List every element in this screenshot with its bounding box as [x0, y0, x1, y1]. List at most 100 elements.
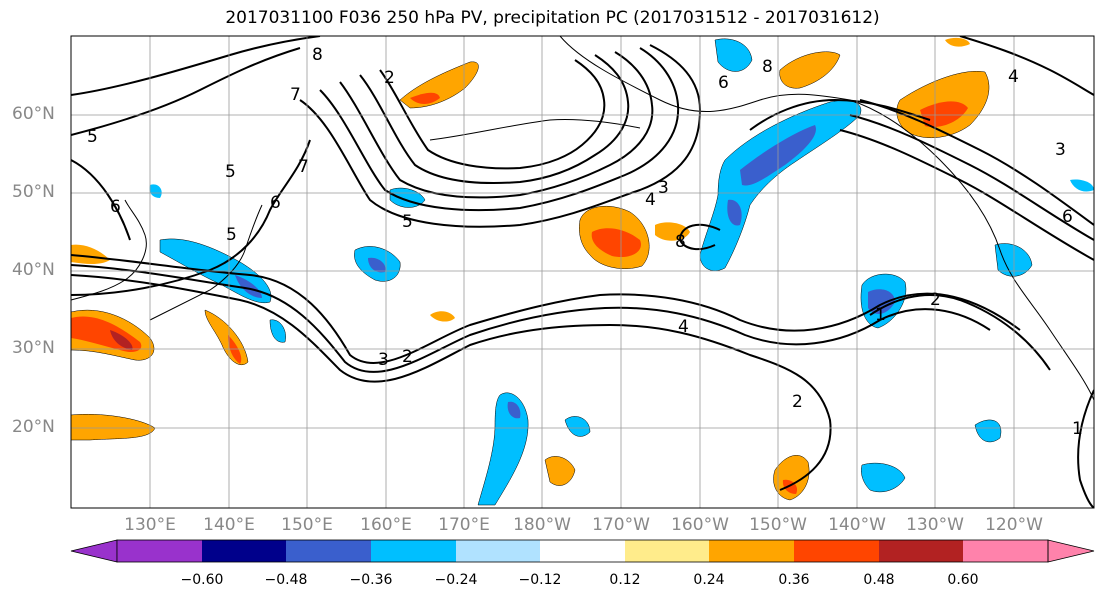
colorbar-bin — [709, 540, 794, 562]
precip-positive-small-1 — [544, 456, 576, 486]
contour-label: 5 — [402, 212, 413, 232]
contour-label: 8 — [312, 45, 323, 65]
colorbar-outline — [116, 539, 1049, 563]
pv-contour — [959, 36, 1094, 96]
colorbar-tick-label: −0.36 — [349, 572, 393, 588]
contour-label: 5 — [225, 162, 236, 182]
lat-label: 30°N — [12, 338, 55, 358]
contour-label: 6 — [718, 73, 729, 93]
lon-label: 160°E — [360, 515, 412, 535]
coastlines — [71, 36, 1094, 401]
colorbar-bin — [371, 540, 456, 562]
pv-contour — [71, 264, 991, 373]
contour-label: 3 — [658, 178, 669, 198]
contour-label: 6 — [1062, 207, 1073, 227]
pv-contour — [839, 129, 1094, 261]
colorbar-tick-label: 0.12 — [609, 572, 641, 588]
contour-label: 5 — [87, 127, 98, 147]
graticule — [71, 36, 1094, 508]
pv-contour — [319, 47, 680, 212]
pv-contour — [849, 114, 1094, 241]
contour-label: 3 — [378, 350, 389, 370]
lat-label: 20°N — [12, 417, 55, 437]
pv-contour — [71, 159, 131, 241]
figure-title: 2017031100 F036 250 hPa PV, precipitatio… — [225, 8, 880, 28]
precip-negative-pnw-band — [699, 100, 862, 271]
lat-label: 50°N — [12, 182, 55, 202]
contour-label: 1 — [875, 305, 886, 325]
precip-positive-west-40n — [71, 244, 110, 264]
colorbar-bin — [625, 540, 709, 562]
contour-label: 2 — [930, 290, 941, 310]
contour-label: 6 — [270, 193, 281, 213]
precip-positive-shikoku-core — [228, 335, 242, 364]
lon-label: 140°E — [203, 515, 255, 535]
contour-label: 3 — [1055, 140, 1066, 160]
contour-label: 7 — [290, 85, 301, 105]
pv-contour — [1077, 389, 1094, 508]
lon-label: 120°W — [985, 515, 1043, 535]
precip-positive-central-core — [591, 228, 641, 258]
lon-label: 130°W — [906, 515, 964, 535]
coastline-aleutians — [429, 118, 641, 141]
colorbar-bin — [879, 540, 963, 562]
precip-positive-bc-core — [920, 101, 968, 128]
pv-contour — [71, 47, 301, 136]
colorbar-extend-low — [70, 539, 118, 563]
pv-contour — [678, 223, 721, 251]
pv-contours — [71, 36, 1094, 508]
lon-label: 180°W — [513, 515, 571, 535]
contour-label: 8 — [675, 232, 686, 252]
colorbar-bin — [963, 540, 1048, 562]
pv-contour — [859, 99, 1094, 226]
precip-negative-tropical — [477, 392, 529, 506]
pv-contour — [71, 274, 832, 491]
lat-label: 40°N — [12, 260, 55, 280]
colorbar-bin — [456, 540, 540, 562]
colorbar-tick-label: −0.48 — [264, 572, 308, 588]
colorbar-tick-label: 0.48 — [863, 572, 895, 588]
precip-positive-japan-inner — [110, 330, 133, 350]
coastline-korea-china — [71, 199, 147, 301]
colorbar-tick-label: 0.36 — [778, 572, 810, 588]
contour-labels: 8 7 2 7 6 5 5 6 5 4 3 8 6 8 4 2 3 2 1 2 … — [87, 45, 1083, 439]
precip-positive-small-3 — [945, 37, 970, 47]
colorbar-tick-label: −0.24 — [434, 572, 478, 588]
colorbar-bin — [794, 540, 879, 562]
pv-contour — [749, 98, 931, 131]
coastline-alaska — [559, 36, 851, 112]
lon-label: 140°W — [828, 515, 886, 535]
colorbar-bin — [202, 540, 286, 562]
precip-negative-california — [994, 243, 1033, 277]
contour-label: 5 — [226, 225, 237, 245]
pv-contour — [71, 254, 1021, 365]
contour-label: 4 — [1008, 67, 1019, 87]
precip-negative-kuril-core — [368, 257, 386, 273]
lon-label: 160°W — [671, 515, 729, 535]
colorbar-bin — [540, 540, 625, 562]
colorbar-bin — [286, 540, 371, 562]
contour-label: 2 — [402, 347, 413, 367]
precip-positive-aleutian-core — [410, 92, 440, 104]
lat-label: 60°N — [12, 104, 55, 124]
map-frame — [70, 35, 1095, 509]
precip-negative-alaska-north — [714, 38, 753, 72]
precip-positive-small-2 — [430, 311, 455, 322]
contour-label: 6 — [110, 197, 121, 217]
pv-contour — [339, 51, 654, 199]
pv-contour — [359, 54, 630, 184]
pv-contour — [71, 139, 311, 296]
contour-label: 8 — [762, 57, 773, 77]
precip-negative-japan-core — [235, 275, 262, 298]
colorbar-tick-label: 0.60 — [947, 572, 979, 588]
pv-contour — [379, 59, 606, 170]
precip-negative-small-2 — [974, 419, 1002, 443]
colorbar-tick-label: −0.12 — [518, 572, 562, 588]
lon-label: 150°E — [281, 515, 333, 535]
lon-label: 170°W — [592, 515, 650, 535]
lon-label: 170°E — [438, 515, 490, 535]
precip-negative-pnw-south — [727, 199, 742, 226]
colorbar-bin — [117, 540, 202, 562]
precip-negative-hawaii-east — [861, 462, 906, 493]
